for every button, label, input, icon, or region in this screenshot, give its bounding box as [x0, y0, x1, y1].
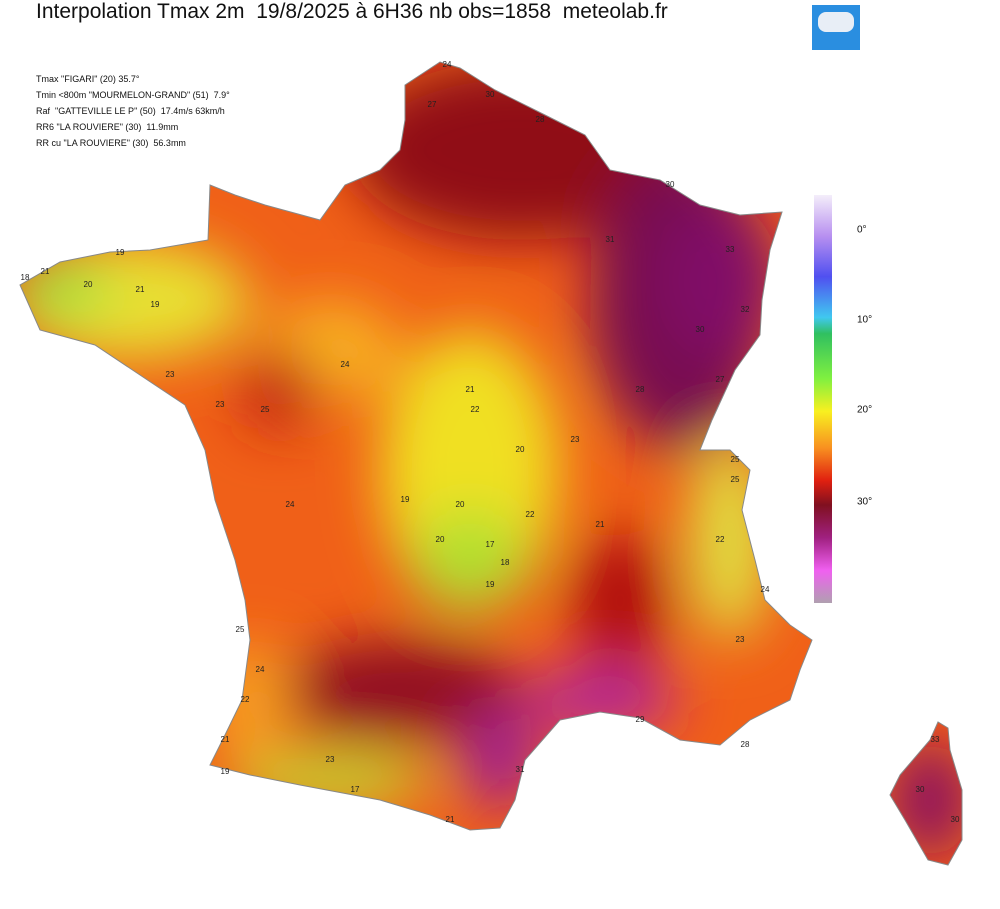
- station-value: 23: [326, 755, 335, 764]
- station-value: 23: [216, 400, 225, 409]
- info-line: RR cu "LA ROUVIERE" (30) 56.3mm: [36, 138, 186, 148]
- station-value: 24: [443, 60, 452, 69]
- station-value: 28: [741, 740, 750, 749]
- station-value: 28: [536, 115, 545, 124]
- info-line: RR6 "LA ROUVIERE" (30) 11.9mm: [36, 122, 179, 132]
- station-value: 31: [516, 765, 525, 774]
- colorbar: [814, 195, 832, 603]
- station-value: 21: [596, 520, 605, 529]
- info-line: Raf "GATTEVILLE LE P" (50) 17.4m/s 63km/…: [36, 106, 225, 116]
- colorbar-label: 20°: [857, 405, 872, 416]
- station-value: 21: [466, 385, 475, 394]
- station-value: 21: [41, 267, 50, 276]
- station-value: 22: [526, 510, 535, 519]
- map-title: Interpolation Tmax 2m 19/8/2025 à 6H36 n…: [36, 0, 668, 23]
- station-value: 19: [116, 248, 125, 257]
- info-line: Tmax "FIGARI" (20) 35.7°: [36, 74, 140, 84]
- station-value: 21: [446, 815, 455, 824]
- station-value: 18: [21, 273, 30, 282]
- station-value: 25: [731, 475, 740, 484]
- station-value: 33: [726, 245, 735, 254]
- station-value: 20: [436, 535, 445, 544]
- station-value: 24: [341, 360, 350, 369]
- station-value: 18: [501, 558, 510, 567]
- colorbar-label: 30°: [857, 497, 872, 508]
- station-value: 23: [571, 435, 580, 444]
- station-value: 21: [136, 285, 145, 294]
- station-value: 20: [84, 280, 93, 289]
- station-value: 19: [401, 495, 410, 504]
- station-value: 23: [736, 635, 745, 644]
- station-value: 21: [221, 735, 230, 744]
- info-line: Tmin <800m "MOURMELON-GRAND" (51) 7.9°: [36, 90, 230, 100]
- station-value: 17: [486, 540, 495, 549]
- station-value: 33: [931, 735, 940, 744]
- station-value: 24: [286, 500, 295, 509]
- station-value: 24: [761, 585, 770, 594]
- station-value: 20: [456, 500, 465, 509]
- station-value: 28: [636, 385, 645, 394]
- station-value: 17: [351, 785, 360, 794]
- station-value: 19: [151, 300, 160, 309]
- logo-cloud: [818, 12, 854, 32]
- station-value: 30: [951, 815, 960, 824]
- station-value: 19: [486, 580, 495, 589]
- station-labels: 24 27 30 28 30 31 33 32 30 28 27 25 22 24 23 29 28 31 21 23…: [21, 60, 960, 824]
- station-value: 22: [241, 695, 250, 704]
- station-value: 30: [696, 325, 705, 334]
- temperature-field: [20, 62, 962, 865]
- station-value: 32: [741, 305, 750, 314]
- station-value: 27: [428, 100, 437, 109]
- station-value: 30: [486, 90, 495, 99]
- station-value: 30: [916, 785, 925, 794]
- station-value: 30: [666, 180, 675, 189]
- station-value: 20: [516, 445, 525, 454]
- station-value: 19: [221, 767, 230, 776]
- station-value: 25: [236, 625, 245, 634]
- station-value: 25: [731, 455, 740, 464]
- station-value: 31: [606, 235, 615, 244]
- station-value: 29: [636, 715, 645, 724]
- colorbar-label: 0°: [857, 225, 867, 236]
- station-value: 27: [716, 375, 725, 384]
- station-value: 22: [471, 405, 480, 414]
- colorbar-label: 10°: [857, 315, 872, 326]
- station-value: 24: [256, 665, 265, 674]
- station-value: 22: [716, 535, 725, 544]
- station-value: 23: [166, 370, 175, 379]
- station-value: 25: [261, 405, 270, 414]
